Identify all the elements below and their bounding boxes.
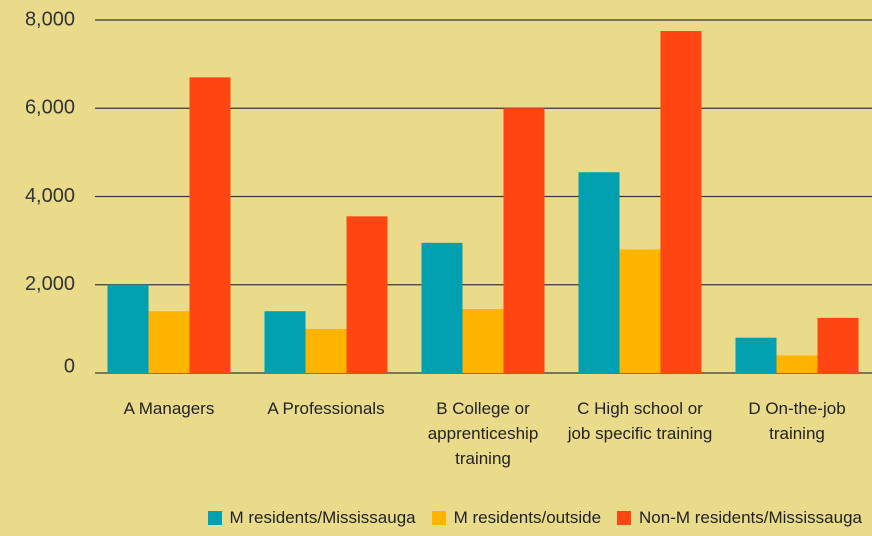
legend-label: Non-M residents/Mississauga — [639, 508, 862, 527]
legend-item: Non-M residents/Mississauga — [617, 508, 862, 528]
bar — [503, 108, 545, 373]
y-tick-label: 8,000 — [25, 8, 75, 30]
x-tick-label: A Managers — [123, 399, 215, 418]
legend-item: M residents/Mississauga — [207, 508, 416, 528]
legend: M residents/Mississauga M residents/outsi… — [207, 508, 862, 528]
bar — [305, 328, 347, 373]
bar — [817, 317, 859, 373]
y-tick-label: 2,000 — [25, 273, 75, 295]
legend-item: M residents/outside — [431, 508, 602, 528]
bar — [107, 284, 149, 373]
y-tick-label: 0 — [64, 355, 75, 377]
legend-swatch — [207, 511, 222, 525]
legend-swatch — [431, 511, 446, 525]
bar — [148, 311, 190, 373]
bar — [264, 311, 306, 373]
x-tick-label: A Professionals — [267, 399, 385, 418]
y-tick-label: 4,000 — [25, 185, 75, 207]
bar — [421, 242, 463, 373]
bar — [189, 77, 231, 374]
y-tick-label: 6,000 — [25, 97, 75, 119]
bar — [578, 172, 620, 373]
x-tick-label: B College or apprenticeship training — [427, 399, 539, 468]
bar — [462, 309, 504, 373]
bar — [619, 249, 661, 373]
legend-label: M residents/outside — [453, 508, 602, 527]
legend-label: M residents/Mississauga — [229, 508, 416, 527]
legend-swatch — [617, 511, 632, 525]
bar — [346, 216, 388, 373]
bar — [735, 337, 777, 373]
x-tick-label: C High school or job specific training — [567, 399, 713, 443]
bar — [776, 355, 818, 373]
x-tick-label: D On-the-job training — [748, 399, 846, 443]
bar — [660, 31, 702, 373]
